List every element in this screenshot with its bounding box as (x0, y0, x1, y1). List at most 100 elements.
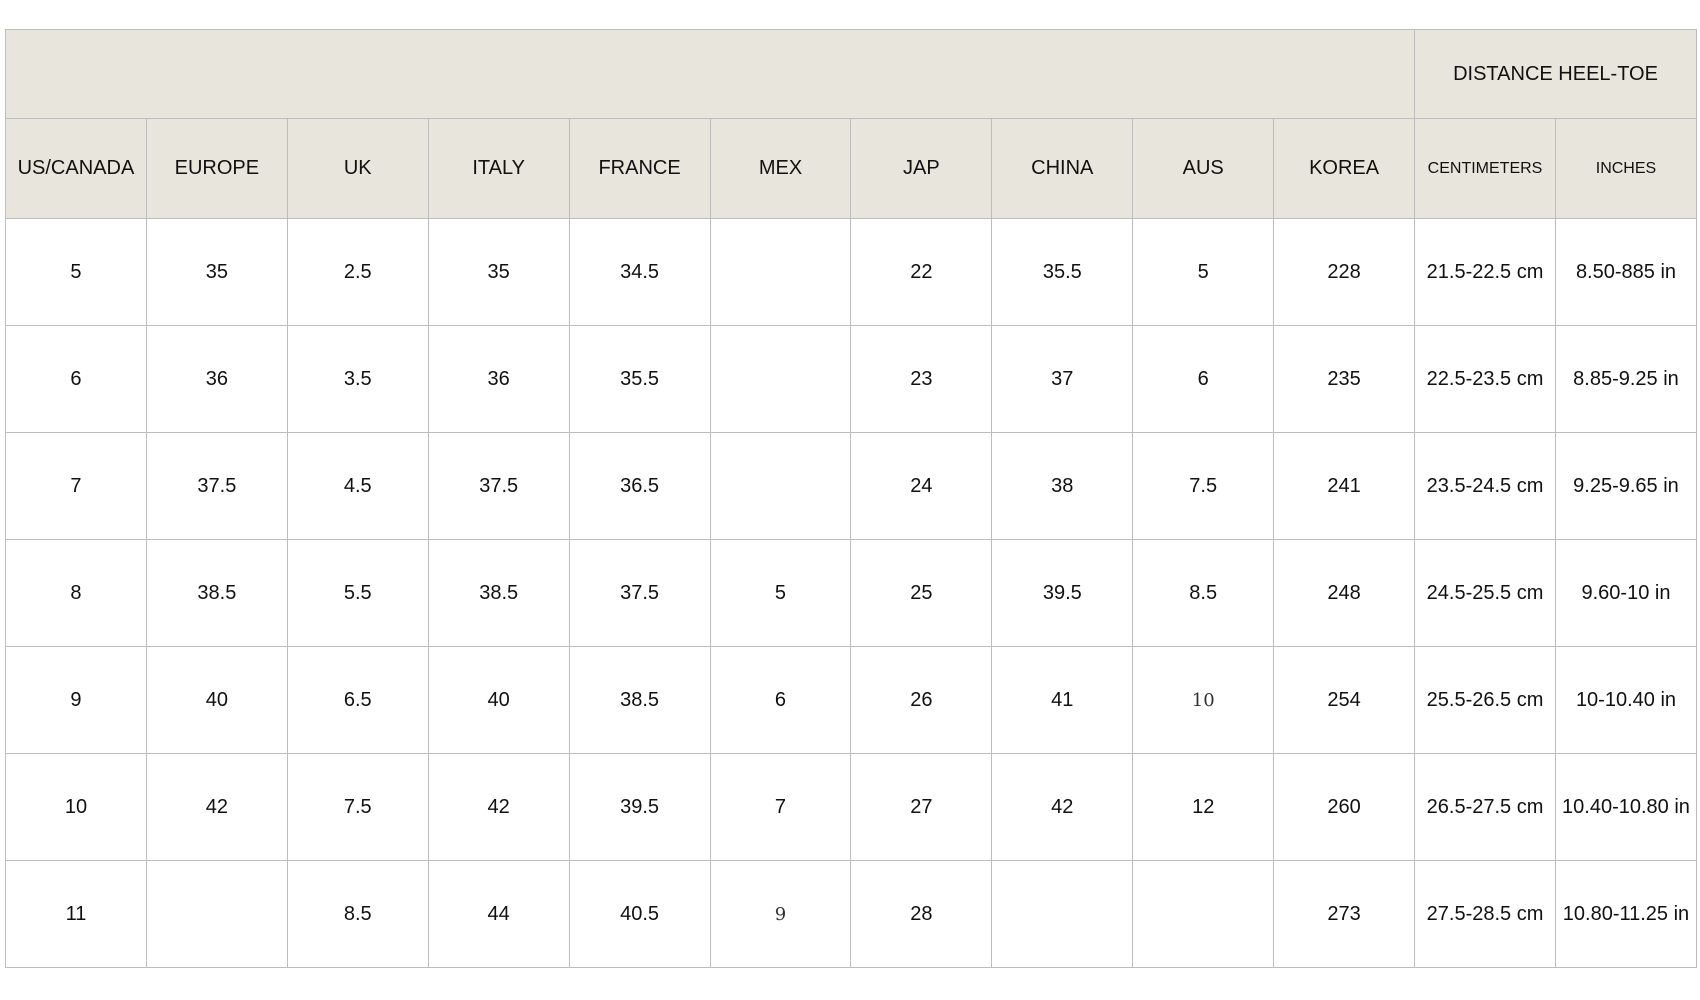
column-header-china: CHINA (991, 118, 1134, 219)
table-body: 5 35 2.5 35 34.5 22 35.5 5 228 21.5-22.5 cm 8.50-8… (5, 218, 1698, 968)
table-cell: 248 (1273, 539, 1416, 647)
table-cell (709, 432, 852, 540)
table-cell: 9 (5, 646, 147, 754)
table-cell: 8.5 (286, 860, 429, 968)
column-header-us-canada: US/CANADA (5, 118, 147, 219)
table-cell (1132, 860, 1275, 968)
table-cell: 25.5-26.5 cm (1414, 646, 1556, 754)
table-cell: 37 (991, 325, 1134, 433)
column-header-korea: KOREA (1273, 118, 1416, 219)
table-cell: 9.60-10 in (1554, 539, 1698, 647)
table-row: 5 35 2.5 35 34.5 22 35.5 5 228 21.5-22.5 cm 8.50-8… (5, 218, 1698, 326)
table-cell: 21.5-22.5 cm (1414, 218, 1556, 326)
column-header-italy: ITALY (427, 118, 570, 219)
table-cell: 35 (427, 218, 570, 326)
table-cell: 7 (5, 432, 147, 540)
table-cell: 26.5-27.5 cm (1414, 753, 1556, 861)
column-header-uk: UK (286, 118, 429, 219)
table-cell: 9.25-9.65 in (1554, 432, 1698, 540)
table-cell: 24 (850, 432, 993, 540)
table-cell: 8.50-885 in (1554, 218, 1698, 326)
table-cell: 12 (1132, 753, 1275, 861)
table-cell (709, 218, 852, 326)
table-cell: 28 (850, 860, 993, 968)
table-cell: 38.5 (427, 539, 570, 647)
table-cell: 24.5-25.5 cm (1414, 539, 1556, 647)
table-cell: 38 (991, 432, 1134, 540)
table-cell: 42 (145, 753, 288, 861)
table-cell: 40.5 (568, 860, 711, 968)
table-cell: 10.80-11.25 in (1554, 860, 1698, 968)
table-cell: 11 (5, 860, 147, 968)
group-header-empty (4, 29, 1416, 119)
table-cell: 235 (1273, 325, 1416, 433)
table-cell: 7.5 (1132, 432, 1275, 540)
table-cell: 23 (850, 325, 993, 433)
table-cell: 36 (145, 325, 288, 433)
table-cell: 241 (1273, 432, 1416, 540)
table-cell: 41 (991, 646, 1134, 754)
table-cell: 228 (1273, 218, 1416, 326)
table-cell: 25 (850, 539, 993, 647)
table-cell: 38.5 (568, 646, 711, 754)
table-cell: 35 (145, 218, 288, 326)
table-row: 7 37.5 4.5 37.5 36.5 24 38 7.5 241 23.5-24.5 cm 9.… (5, 432, 1698, 540)
table-cell: 27.5-28.5 cm (1414, 860, 1556, 968)
table-cell: 42 (427, 753, 570, 861)
table-cell: 39.5 (568, 753, 711, 861)
table-cell: 10.40-10.80 in (1554, 753, 1698, 861)
table-cell: 23.5-24.5 cm (1414, 432, 1556, 540)
table-cell: 4.5 (286, 432, 429, 540)
table-cell: 7.5 (286, 753, 429, 861)
table-cell: 44 (427, 860, 570, 968)
shoe-size-table: DISTANCE HEEL-TOE US/CANADA EUROPE UK ITALY… (4, 29, 1698, 968)
table-cell: 36.5 (568, 432, 711, 540)
table-row: 10 42 7.5 42 39.5 7 27 42 12 260 26.5-27.5 cm 10.40… (5, 753, 1698, 861)
table-cell: 35.5 (568, 325, 711, 433)
table-cell: 8.85-9.25 in (1554, 325, 1698, 433)
column-header-centimeters: CENTIMETERS (1414, 118, 1556, 219)
table-cell: 35.5 (991, 218, 1134, 326)
table-cell: 39.5 (991, 539, 1134, 647)
table-cell: 3.5 (286, 325, 429, 433)
table-cell: 254 (1273, 646, 1416, 754)
table-cell: 260 (1273, 753, 1416, 861)
table-cell (145, 860, 288, 968)
table-cell: 27 (850, 753, 993, 861)
table-cell: 10 (5, 753, 147, 861)
table-cell: 37.5 (145, 432, 288, 540)
table-cell: 2.5 (286, 218, 429, 326)
table-cell: 22 (850, 218, 993, 326)
table-row: 8 38.5 5.5 38.5 37.5 5 25 39.5 8.5 248 24.5-25.5 c… (5, 539, 1698, 647)
column-header-inches: INCHES (1554, 118, 1698, 219)
table-row: 6 36 3.5 36 35.5 23 37 6 235 22.5-23.5 cm 8.85-9.2… (5, 325, 1698, 433)
table-cell: 34.5 (568, 218, 711, 326)
column-header-aus: AUS (1132, 118, 1275, 219)
table-cell: 6.5 (286, 646, 429, 754)
table-cell: 40 (427, 646, 570, 754)
table-cell: 37.5 (568, 539, 711, 647)
table-cell: 5 (5, 218, 147, 326)
distance-heel-toe-header: DISTANCE HEEL-TOE (1414, 29, 1697, 119)
table-cell: 10 (1132, 646, 1275, 754)
table-cell: 26 (850, 646, 993, 754)
table-cell: 273 (1273, 860, 1416, 968)
table-cell: 7 (709, 753, 852, 861)
table-cell: 6 (709, 646, 852, 754)
table-cell: 6 (1132, 325, 1275, 433)
table-cell: 8 (5, 539, 147, 647)
group-header-row: DISTANCE HEEL-TOE (4, 29, 1697, 119)
column-header-europe: EUROPE (145, 118, 288, 219)
table-cell: 38.5 (145, 539, 288, 647)
column-header-mex: MEX (709, 118, 852, 219)
table-cell: 40 (145, 646, 288, 754)
table-cell: 6 (5, 325, 147, 433)
table-cell: 42 (991, 753, 1134, 861)
table-row: 11 8.5 44 40.5 9 28 273 27.5-28.5 cm 10.80-11.25… (5, 860, 1698, 968)
table-cell: 36 (427, 325, 570, 433)
table-cell: 8.5 (1132, 539, 1275, 647)
table-cell: 5 (1132, 218, 1275, 326)
table-cell: 37.5 (427, 432, 570, 540)
column-header-france: FRANCE (568, 118, 711, 219)
table-cell (991, 860, 1134, 968)
